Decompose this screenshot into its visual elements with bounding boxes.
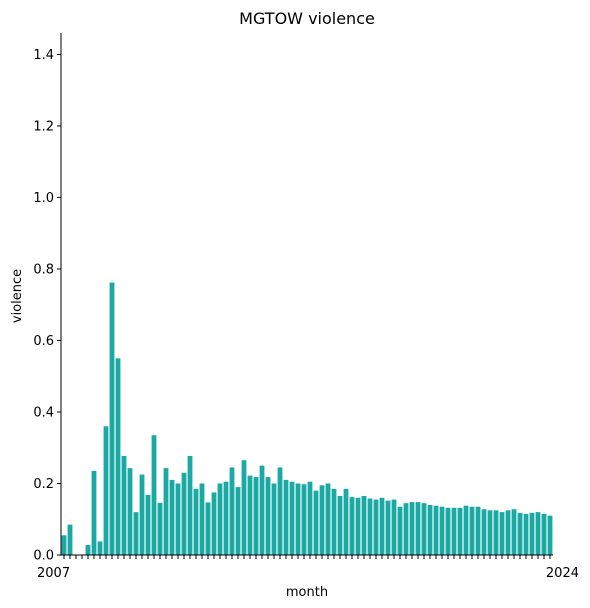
bar: [415, 502, 421, 555]
bar: [505, 510, 511, 555]
bar: [493, 510, 499, 555]
bar: [541, 513, 547, 555]
bar: [523, 513, 529, 555]
bars-group: [61, 282, 553, 555]
x-axis: 2007 2024: [37, 554, 579, 581]
y-tick-label: 0.0: [33, 549, 54, 564]
y-tick-label: 0.6: [33, 334, 54, 349]
bar: [145, 494, 151, 555]
bar: [265, 477, 271, 555]
bar: [181, 472, 187, 555]
bar: [229, 467, 235, 555]
y-tick-label: 0.8: [33, 262, 54, 277]
bar: [211, 492, 217, 555]
y-axis: 0.0 0.2 0.4 0.6 0.8 1.0 1.2 1.4: [33, 33, 62, 564]
bar: [535, 512, 541, 555]
bar: [223, 481, 229, 555]
bar: [439, 506, 445, 555]
bar: [361, 496, 367, 555]
bar: [133, 512, 139, 555]
x-axis-label: month: [286, 585, 328, 600]
y-tick-label: 1.0: [33, 191, 54, 206]
bar: [547, 515, 553, 555]
bar: [241, 460, 247, 555]
bar: [217, 483, 223, 555]
bar: [337, 496, 343, 555]
bar: [511, 509, 517, 555]
bar: [355, 497, 361, 555]
bar: [445, 507, 451, 555]
bar: [349, 497, 355, 555]
x-tick-label-first: 2007: [37, 566, 70, 581]
x-tick-label-last: 2024: [546, 566, 579, 581]
bar: [271, 483, 277, 555]
bar: [253, 477, 259, 555]
bar: [451, 507, 457, 555]
bar: [205, 502, 211, 555]
bar: [139, 474, 145, 555]
bar: [247, 475, 253, 555]
bar: [277, 467, 283, 555]
bar: [325, 483, 331, 555]
bar: [169, 479, 175, 555]
bar: [457, 507, 463, 555]
bar: [427, 504, 433, 555]
bar: [295, 483, 301, 555]
bar: [259, 465, 265, 555]
bar: [319, 485, 325, 555]
bar: [289, 481, 295, 555]
bar: [487, 510, 493, 555]
y-axis-label: violence: [10, 269, 25, 323]
bar: [313, 490, 319, 555]
bar: [409, 502, 415, 555]
y-tick-label: 0.2: [33, 477, 54, 492]
bar: [127, 468, 133, 555]
bar: [481, 509, 487, 555]
y-tick-label: 0.4: [33, 405, 54, 420]
bar: [97, 541, 103, 555]
bar: [343, 488, 349, 555]
bar: [433, 505, 439, 555]
bar: [163, 468, 169, 555]
bar: [469, 506, 475, 555]
bar: [157, 502, 163, 555]
bar: [403, 503, 409, 555]
bar: [307, 481, 313, 555]
bar: [199, 483, 205, 555]
bar: [91, 470, 97, 555]
bar: [421, 503, 427, 555]
bar: [463, 505, 469, 555]
bar: [151, 435, 157, 555]
bar: [85, 544, 91, 555]
bar: [283, 479, 289, 555]
bar: [391, 499, 397, 555]
bar: [517, 512, 523, 555]
bar: [301, 484, 307, 555]
bar: [499, 512, 505, 555]
chart-title: MGTOW violence: [239, 9, 375, 28]
bar: [397, 506, 403, 555]
bar: [475, 506, 481, 555]
bar: [115, 358, 121, 555]
bar: [103, 426, 109, 555]
bar: [109, 282, 115, 555]
bar: [379, 497, 385, 555]
bar: [67, 524, 73, 555]
bar: [175, 483, 181, 555]
bar: [529, 512, 535, 555]
bar: [61, 535, 67, 555]
bar: [121, 455, 127, 555]
y-tick-label: 1.2: [33, 119, 54, 134]
bar: [331, 488, 337, 555]
bar: [187, 455, 193, 555]
bar: [385, 500, 391, 555]
bar: [367, 498, 373, 555]
bar: [373, 499, 379, 555]
y-tick-label: 1.4: [33, 48, 54, 63]
bar: [235, 487, 241, 555]
bar: [193, 488, 199, 555]
